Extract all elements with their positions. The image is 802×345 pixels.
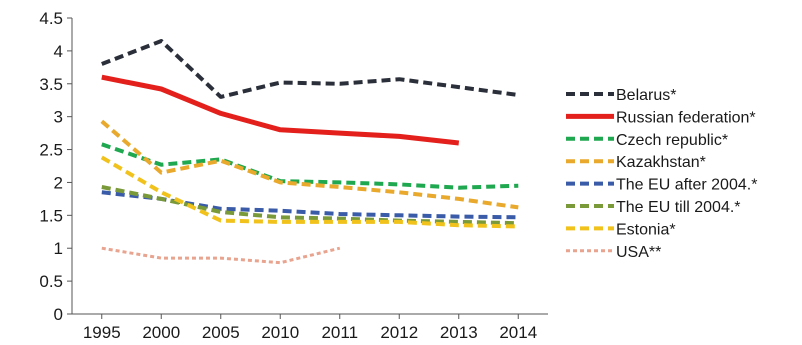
legend-label: Czech republic* — [616, 132, 728, 149]
y-tick-label: 4.5 — [39, 9, 63, 28]
x-tick-label: 2014 — [499, 323, 537, 342]
legend-label: Kazakhstan* — [616, 154, 706, 171]
y-tick-label: 3 — [54, 108, 63, 127]
y-tick-label: 1 — [54, 239, 63, 258]
x-tick-label: 2011 — [321, 323, 358, 342]
legend-label: The EU after 2004.* — [616, 177, 757, 194]
x-tick-label: 2005 — [202, 323, 240, 342]
y-tick-label: 2.5 — [39, 141, 63, 160]
series-line-0 — [101, 39, 519, 99]
y-tick-label: 1.5 — [39, 206, 63, 225]
x-tick-label: 2013 — [440, 323, 478, 342]
y-tick-label: 0.5 — [39, 272, 63, 291]
series-line-5 — [101, 185, 519, 226]
x-tick-label: 2012 — [380, 323, 418, 342]
series-line-2 — [101, 142, 519, 190]
legend-label: The EU till 2004.* — [616, 199, 741, 216]
x-tick-label: 2010 — [261, 323, 299, 342]
y-tick-label: 3.5 — [39, 75, 63, 94]
series-line-6 — [100, 155, 519, 229]
x-axis-ticks: 1995 2000 2005 2010 2011 2012 2013 2014 — [83, 314, 537, 342]
legend: Belarus* Russian federation* Czech republi… — [566, 87, 757, 261]
legend-label: USA** — [616, 244, 661, 261]
series-line-4 — [101, 190, 519, 220]
x-tick-label: 1995 — [83, 323, 121, 342]
series-line-1 — [101, 74, 460, 146]
x-tick-label: 2000 — [142, 323, 180, 342]
series-line-7 — [101, 246, 341, 265]
series-lines — [100, 39, 519, 265]
y-tick-label: 4 — [54, 42, 63, 61]
series-line-3 — [100, 119, 519, 210]
y-axis-ticks: 0 0.5 1 1.5 2 2.5 3 3.5 4 4.5 — [39, 9, 72, 324]
axes — [71, 18, 548, 315]
legend-label: Belarus* — [616, 87, 676, 104]
y-tick-label: 2 — [54, 173, 63, 192]
legend-label: Russian federation* — [616, 109, 756, 126]
y-tick-label: 0 — [54, 305, 63, 324]
legend-label: Estonia* — [616, 221, 676, 238]
